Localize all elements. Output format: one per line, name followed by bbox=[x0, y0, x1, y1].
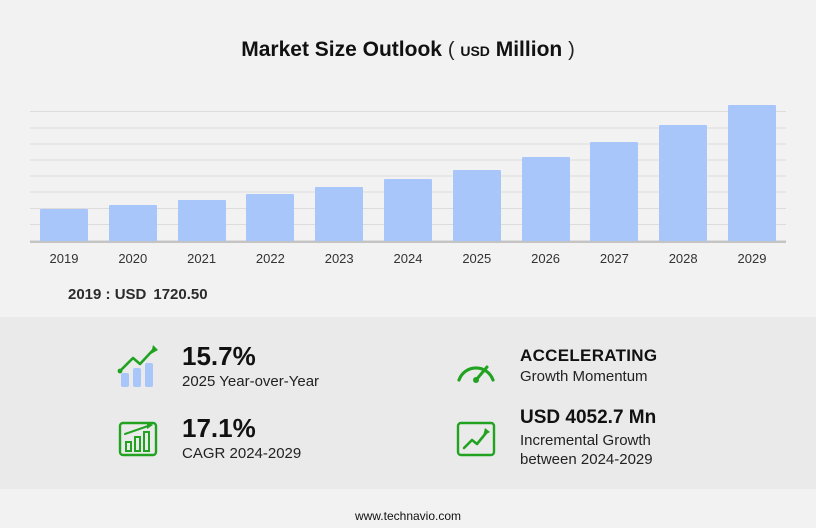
x-tick-label-2020: 2020 bbox=[118, 251, 148, 266]
bar-2023 bbox=[315, 186, 364, 241]
bar-slot bbox=[177, 98, 226, 241]
title-open-paren: ( bbox=[447, 39, 455, 61]
bar-slot bbox=[108, 98, 157, 241]
cagr-label: CAGR 2024-2029 bbox=[182, 445, 302, 463]
title-main: Market Size Outlook bbox=[241, 38, 442, 61]
incremental-label-line2: between 2024-2029 bbox=[520, 450, 653, 468]
base-year-annotation: 2019 : USD 1720.50 bbox=[68, 286, 816, 303]
title-unit-scale: Million bbox=[495, 38, 563, 61]
bar-slot bbox=[452, 98, 501, 241]
bar-2020 bbox=[108, 204, 157, 241]
stat-incremental: USD 4052.7 Mn Incremental Growth between… bbox=[450, 407, 796, 469]
bar-2027 bbox=[590, 142, 639, 241]
yoy-value: 15.7% bbox=[182, 340, 256, 371]
bar-slot bbox=[727, 98, 776, 241]
bar-slot bbox=[40, 98, 88, 241]
cagr-value: 17.1% bbox=[182, 412, 256, 443]
stats-panel: 15.7% 2025 Year-over-Year ACCELERATING G… bbox=[0, 317, 816, 489]
bar-2024 bbox=[383, 179, 432, 241]
bar-2029 bbox=[727, 104, 776, 241]
momentum-value: ACCELERATING bbox=[520, 345, 658, 365]
bar-plot bbox=[30, 98, 786, 243]
incremental-label-line1: Incremental Growth bbox=[520, 432, 651, 450]
bar-slot bbox=[315, 98, 364, 241]
base-year-prefix: 2019 : USD bbox=[68, 286, 147, 303]
footer-url: www.technavio.com bbox=[354, 509, 462, 523]
yoy-label: 2025 Year-over-Year bbox=[182, 373, 320, 391]
page-title: Market Size Outlook ( USD Million ) bbox=[0, 0, 816, 62]
market-size-chart: 2019 2020 2021 2022 2023 2024 2025 2026 2027 2028… bbox=[30, 98, 786, 266]
x-tick-label-2022: 2022 bbox=[255, 251, 285, 266]
x-tick-label-2023: 2023 bbox=[324, 251, 354, 266]
bar-2019 bbox=[40, 209, 88, 241]
x-tick-label-2026: 2026 bbox=[531, 251, 561, 266]
title-close-paren: ) bbox=[568, 39, 575, 61]
momentum-label: Growth Momentum bbox=[520, 368, 648, 386]
x-tick-label-2021: 2021 bbox=[187, 251, 217, 266]
x-tick-label-2025: 2025 bbox=[462, 251, 492, 266]
bar-slot bbox=[659, 98, 708, 241]
bar-2026 bbox=[521, 157, 570, 241]
speedometer-icon bbox=[450, 347, 502, 387]
bar-2025 bbox=[452, 169, 501, 241]
x-tick-label-2024: 2024 bbox=[393, 251, 423, 266]
bar-slot bbox=[246, 98, 295, 241]
title-unit-currency: USD bbox=[460, 43, 490, 59]
bar-slot bbox=[521, 98, 570, 241]
bar-2021 bbox=[177, 199, 226, 241]
stat-momentum: ACCELERATING Growth Momentum bbox=[450, 345, 796, 387]
x-tick-label-2028: 2028 bbox=[668, 251, 698, 266]
cagr-chart-icon bbox=[112, 416, 164, 462]
x-axis-labels: 2019 2020 2021 2022 2023 2024 2025 2026 2027 2028… bbox=[30, 251, 786, 266]
stat-cagr: 17.1% CAGR 2024-2029 bbox=[112, 414, 450, 464]
incremental-growth-icon bbox=[450, 416, 502, 462]
x-tick-label-2027: 2027 bbox=[599, 251, 629, 266]
stat-yoy: 15.7% 2025 Year-over-Year bbox=[112, 342, 450, 392]
base-year-value: 1720.50 bbox=[153, 286, 208, 303]
bar-slot bbox=[590, 98, 639, 241]
bar-2022 bbox=[246, 193, 295, 241]
bar-slot bbox=[383, 98, 432, 241]
incremental-value: USD 4052.7 Mn bbox=[520, 407, 657, 429]
x-tick-label-2019: 2019 bbox=[49, 251, 79, 266]
x-tick-label-2029: 2029 bbox=[737, 251, 767, 266]
bar-2028 bbox=[659, 125, 708, 241]
bar-chart-growth-icon bbox=[112, 343, 164, 391]
